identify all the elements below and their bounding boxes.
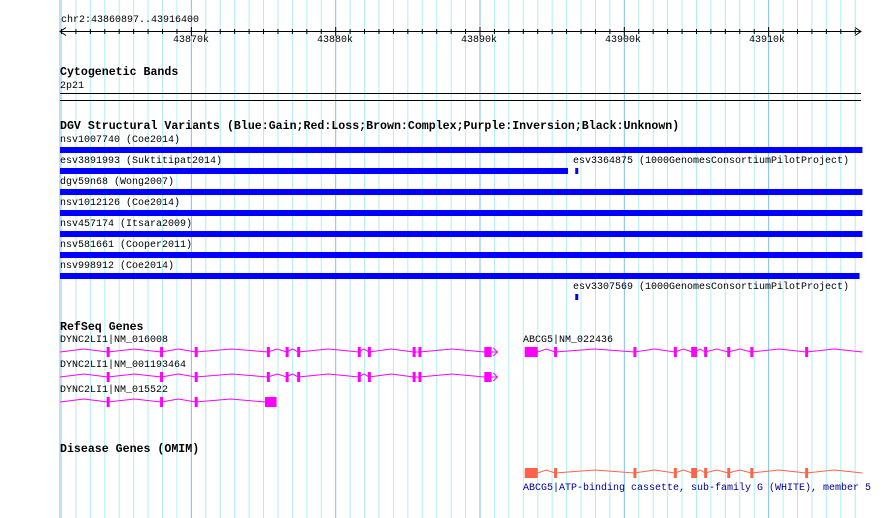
exon <box>285 347 289 357</box>
gene-label: DYNC2LI1|NM_016008 <box>60 335 169 346</box>
intron-line <box>59 373 498 378</box>
cyto-band-label: 2p21 <box>60 81 85 92</box>
exon <box>160 397 164 407</box>
exon <box>106 347 110 357</box>
exon <box>691 468 695 478</box>
variant-label: nsv1007740 (Coe2014) <box>60 135 181 146</box>
exon <box>266 372 270 382</box>
ruler-tick-label: 43880k <box>316 35 354 46</box>
gene-label: ABCG5|NM_022436 <box>523 335 614 346</box>
track-title-dgv[interactable]: DGV Structural Variants (Blue:Gain;Red:L… <box>60 120 680 133</box>
exon <box>554 468 558 478</box>
terminal-exon-block <box>524 347 538 357</box>
exon <box>297 372 301 382</box>
exon <box>266 347 270 357</box>
exon <box>633 468 637 478</box>
terminal-exon-block <box>264 397 277 407</box>
exon <box>554 347 558 357</box>
exon <box>418 347 422 357</box>
variant-bar <box>575 168 579 174</box>
strand-arrow-icon <box>492 347 499 357</box>
variant-label: nsv457174 (Itsara2009) <box>60 219 193 230</box>
variant-bar <box>60 168 569 174</box>
exon <box>297 347 301 357</box>
terminal-exon-block <box>524 468 538 478</box>
intron-line <box>59 398 277 403</box>
gene-label: DYNC2LI1|NM_001193464 <box>60 360 187 371</box>
ruler-tick-label: 43900k <box>604 35 642 46</box>
exon <box>727 468 731 478</box>
exon <box>160 347 164 357</box>
variant-label: nsv581661 (Cooper2011) <box>60 240 193 251</box>
exon <box>357 372 361 382</box>
exon <box>357 347 361 357</box>
intron-line <box>59 348 498 353</box>
exon <box>106 397 110 407</box>
track-title-omim[interactable]: Disease Genes (OMIM) <box>60 443 200 456</box>
terminal-exon-block <box>484 372 492 382</box>
exon <box>412 372 416 382</box>
terminal-exon-block <box>484 347 492 357</box>
exon <box>727 347 731 357</box>
exon <box>805 347 809 357</box>
exon <box>704 468 708 478</box>
exon <box>160 372 164 382</box>
exon <box>194 347 198 357</box>
exon <box>805 468 809 478</box>
variant-bar <box>60 147 863 153</box>
variant-label: esv3364875 (1000GenomesConsortiumPilotPr… <box>573 156 850 167</box>
exon <box>694 347 698 357</box>
variant-label: nsv998912 (Coe2014) <box>60 261 175 272</box>
exon <box>194 372 198 382</box>
variant-bar <box>60 189 863 195</box>
variant-bar <box>60 252 863 258</box>
exon <box>750 347 754 357</box>
exon <box>194 397 198 407</box>
exon <box>418 372 422 382</box>
track-title-cytogenetic[interactable]: Cytogenetic Bands <box>60 66 179 79</box>
right-arrow-icon <box>854 27 862 36</box>
exon <box>694 468 698 478</box>
ruler-tick-label: 43870k <box>172 35 210 46</box>
exon <box>367 372 371 382</box>
exon <box>691 347 695 357</box>
omim-gene-label[interactable]: ABCG5|ATP-binding cassette, sub-family G… <box>523 483 872 494</box>
exon <box>633 347 637 357</box>
variant-bar <box>60 273 860 279</box>
exon <box>673 468 677 478</box>
gene-label: DYNC2LI1|NM_015522 <box>60 385 169 396</box>
exon <box>367 347 371 357</box>
variant-bar <box>575 294 579 300</box>
variant-bar <box>60 210 863 216</box>
variant-label: dgv59n68 (Wong2007) <box>60 177 175 188</box>
exon <box>673 347 677 357</box>
range-label: chr2:43860897..43916400 <box>61 15 200 26</box>
exon <box>704 347 708 357</box>
strand-arrow-icon <box>492 372 499 382</box>
track-title-refseq[interactable]: RefSeq Genes <box>60 321 144 334</box>
ruler-tick-label: 43910k <box>748 35 786 46</box>
variant-label: esv3307569 (1000GenomesConsortiumPilotPr… <box>573 282 850 293</box>
exon <box>750 468 754 478</box>
left-arrow-icon <box>59 27 67 36</box>
variant-label: nsv1012126 (Coe2014) <box>60 198 181 209</box>
exon <box>106 372 110 382</box>
exon <box>285 372 289 382</box>
variant-label: esv3891993 (Suktitipat2014) <box>60 156 223 167</box>
ruler-tick-label: 43890k <box>460 35 498 46</box>
exon <box>412 347 416 357</box>
variant-bar <box>60 231 863 237</box>
